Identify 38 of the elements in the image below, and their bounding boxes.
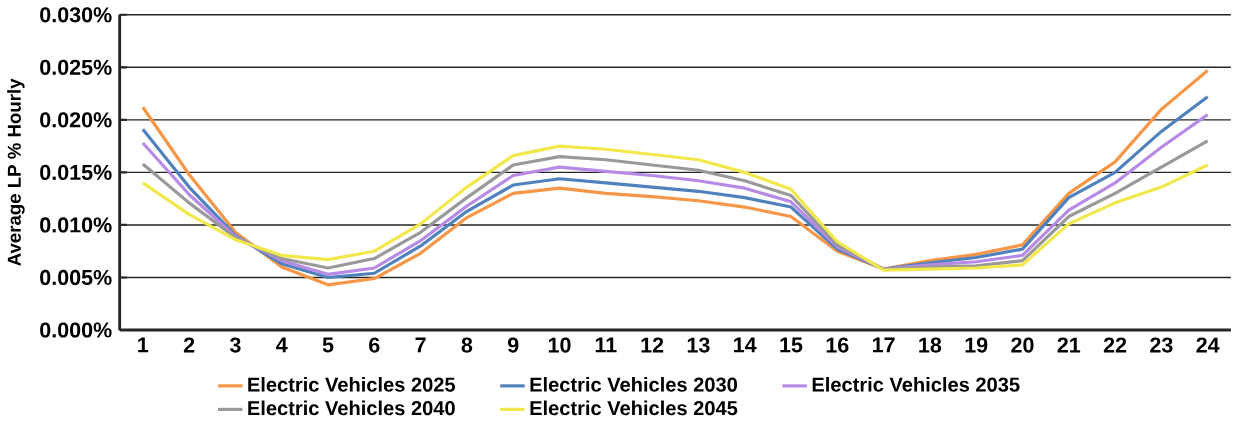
y-tick-label: 0.000% <box>40 322 112 338</box>
x-tick-label: 19 <box>965 337 988 353</box>
x-tick-label: 17 <box>872 337 895 353</box>
x-tick-label: 22 <box>1103 337 1127 353</box>
x-tick-label: 12 <box>641 337 664 353</box>
x-tick-label: 11 <box>595 337 617 353</box>
x-tick-label: 2 <box>183 337 195 353</box>
legend-label: Electric Vehicles 2025 <box>248 377 456 392</box>
x-tick-label: 23 <box>1150 337 1173 353</box>
x-tick-label: 5 <box>322 337 334 353</box>
x-tick-label: 20 <box>1011 337 1034 353</box>
x-tick-label: 4 <box>276 337 288 353</box>
x-tick-label: 16 <box>826 337 849 353</box>
x-tick-label: 14 <box>734 337 757 353</box>
x-tick-label: 18 <box>919 337 942 353</box>
x-tick-label: 21 <box>1057 337 1081 353</box>
x-tick-label: 1 <box>138 337 149 353</box>
y-tick-label: 0.005% <box>40 269 112 286</box>
y-tick-label: 0.025% <box>40 59 112 75</box>
legend-label: Electric Vehicles 2035 <box>812 377 1020 392</box>
x-tick-label: 8 <box>461 337 473 353</box>
x-tick-label: 10 <box>548 337 571 353</box>
y-tick-label: 0.010% <box>40 217 112 233</box>
y-tick-label: 0.030% <box>40 7 112 23</box>
y-tick-label: 0.020% <box>40 112 112 128</box>
y-axis-title: Average LP % Hourly <box>7 78 25 266</box>
legend-label: Electric Vehicles 2030 <box>530 377 737 392</box>
legend-label: Electric Vehicles 2040 <box>248 400 455 416</box>
x-tick-label: 3 <box>229 337 241 353</box>
x-tick-label: 13 <box>687 337 710 353</box>
line-series <box>141 68 1210 287</box>
y-tick-label: 0.015% <box>40 164 112 180</box>
legend-label: Electric Vehicles 2045 <box>530 400 738 416</box>
x-tick-label: 7 <box>415 337 426 353</box>
x-tick-label: 9 <box>507 337 519 353</box>
x-tick-label: 24 <box>1196 337 1220 353</box>
x-tick-label: 6 <box>369 337 380 353</box>
x-tick-label: 15 <box>780 337 803 353</box>
